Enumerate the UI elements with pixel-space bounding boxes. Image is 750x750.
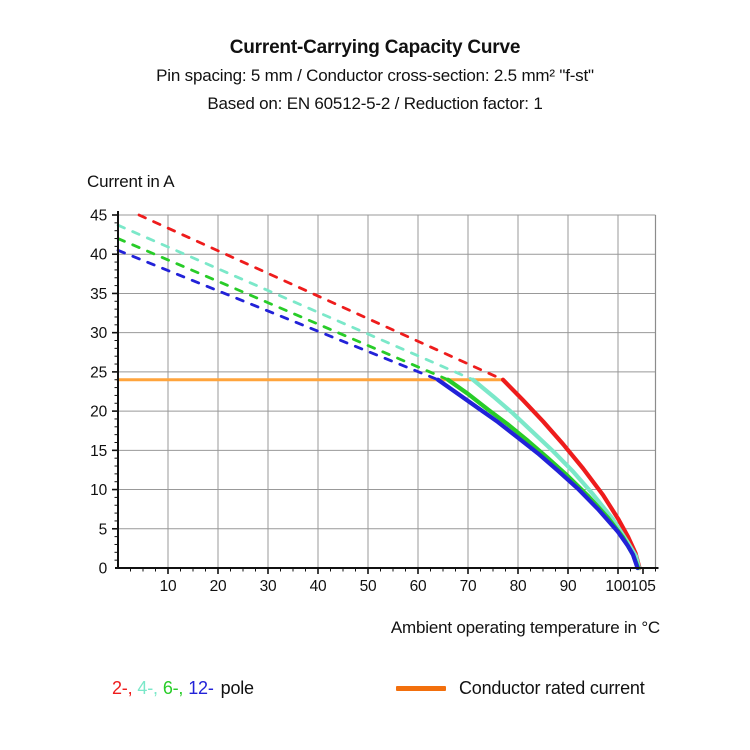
y-tick-label: 30 (90, 325, 107, 342)
chart-title: Current-Carrying Capacity Curve (229, 37, 521, 58)
x-axis-title: Ambient operating temperature in °C (390, 618, 660, 637)
y-tick-label: 20 (90, 404, 107, 421)
y-tick-label: 5 (99, 521, 107, 538)
series-dashed-4-pole (116, 223, 475, 382)
x-tick-label: 50 (360, 578, 377, 595)
series-solid-2-pole (500, 377, 642, 571)
x-tick-label: 70 (460, 578, 477, 595)
legend-pole-12: 12- (188, 678, 214, 698)
legend-rated-current: Conductor rated current (396, 678, 645, 699)
legend-pole-4: 4-, (137, 678, 158, 698)
x-tick-label: 60 (410, 578, 427, 595)
y-tick-label: 15 (90, 443, 107, 460)
rated-current-swatch-icon (396, 686, 446, 691)
x-tick-label: 100 (605, 578, 631, 595)
y-tick-label: 35 (90, 286, 107, 303)
series-dashed-2-pole (137, 213, 505, 382)
y-tick-label: 45 (90, 208, 107, 225)
x-tick-label: 40 (310, 578, 327, 595)
y-tick-label: 25 (90, 364, 107, 381)
y-axis-title: Current in A (87, 172, 175, 191)
x-tick-label: 80 (510, 578, 527, 595)
y-tick-label: 0 (99, 561, 108, 578)
x-tick-label: 20 (210, 578, 227, 595)
y-tick-label: 10 (90, 482, 107, 499)
chart-subtitle-standard: Based on: EN 60512-5-2 / Reduction facto… (207, 94, 543, 113)
x-tick-label: 105 (630, 578, 655, 595)
x-tick-label: 10 (160, 578, 177, 595)
legend-poles: 2-, 4-, 6-, 12- pole (112, 678, 259, 699)
chart-subtitle-spec: Pin spacing: 5 mm / Conductor cross-sect… (156, 66, 594, 85)
legend-pole-suffix: pole (220, 678, 254, 698)
series-solid-4-pole (470, 377, 642, 571)
x-tick-label: 90 (560, 578, 577, 595)
legend-rated-label: Conductor rated current (459, 678, 645, 698)
series-dashed-6-pole (116, 237, 450, 382)
legend-pole-6: 6-, (162, 678, 184, 698)
series-dashed-12-pole (116, 248, 440, 382)
legend-pole-2: 2-, (112, 678, 133, 698)
series-solid-12-pole (435, 377, 640, 571)
y-tick-label: 40 (90, 247, 107, 264)
x-tick-label: 30 (260, 578, 277, 595)
chart-header: Current-Carrying Capacity Curve Pin spac… (0, 34, 750, 118)
